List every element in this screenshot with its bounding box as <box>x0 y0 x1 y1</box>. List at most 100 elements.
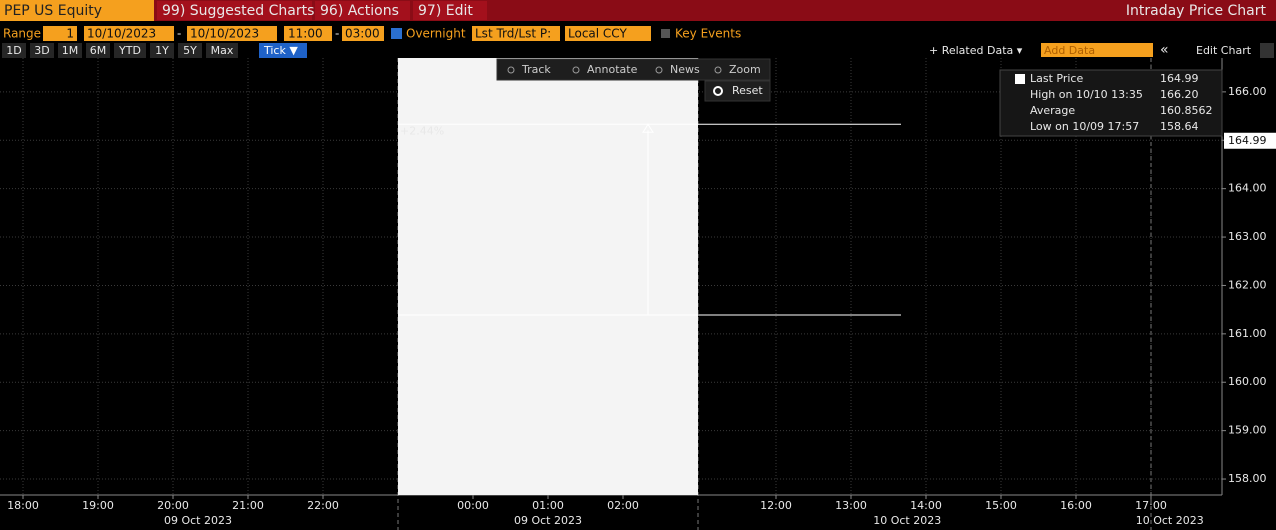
checkbox[interactable] <box>391 28 402 39</box>
ticker: PEP US Equity <box>4 3 102 19</box>
dropdown[interactable] <box>472 26 560 41</box>
input[interactable] <box>342 26 384 41</box>
x-tick-label: 13:00 <box>835 499 867 512</box>
period-button[interactable] <box>2 43 26 58</box>
period-button[interactable] <box>114 43 146 58</box>
input[interactable] <box>284 26 332 41</box>
separator: - <box>335 27 339 41</box>
tool-button[interactable]: Track <box>521 63 551 76</box>
y-tick-label: 166.00 <box>1228 85 1267 98</box>
legend-value: 158.64 <box>1160 120 1199 133</box>
legend-label: Low on 10/09 17:57 <box>1030 120 1139 133</box>
tick-button[interactable] <box>259 43 307 58</box>
legend-swatch <box>1015 74 1025 84</box>
reset-button[interactable] <box>704 80 771 102</box>
input[interactable] <box>43 26 77 41</box>
period-buttons: 1D 3D 1M 6M YTD 1Y 5Y Max <box>2 43 238 58</box>
input-text: 10/10/2023 <box>87 27 156 41</box>
last-price-tag <box>1224 132 1276 149</box>
period-button[interactable] <box>150 43 174 58</box>
x-tick-label: 19:00 <box>82 499 114 512</box>
input[interactable] <box>84 26 174 41</box>
y-tick-label: 164.00 <box>1228 182 1267 195</box>
x-tick-label: 22:00 <box>307 499 339 512</box>
add-data-input[interactable] <box>1041 43 1153 57</box>
dropdown-text: Local CCY <box>568 27 627 41</box>
period-label: Max <box>211 44 234 57</box>
related-data[interactable]: + Related Data ▾ <box>929 44 1023 57</box>
y-tick-label: 158.00 <box>1228 472 1267 485</box>
annotation-label: +2.44% <box>400 124 444 137</box>
y-tick-label: 161.00 <box>1228 327 1267 340</box>
scroll-button[interactable] <box>1260 43 1274 58</box>
menu-button[interactable] <box>315 1 410 20</box>
period-button[interactable] <box>178 43 202 58</box>
period-label: 1D <box>6 44 21 57</box>
date-label: 09 Oct 2023 <box>514 514 582 527</box>
tool-button[interactable]: Annotate <box>587 63 638 76</box>
x-tick-label: 17:00 <box>1135 499 1167 512</box>
menu-label: 99) Suggested Charts <box>162 3 314 19</box>
separator: - <box>177 27 181 41</box>
tool-icon <box>572 66 580 74</box>
menu-button[interactable] <box>157 1 312 20</box>
edit-chart[interactable]: Edit Chart <box>1196 44 1252 57</box>
y-tick-label: 162.00 <box>1228 278 1267 291</box>
tick-label: Tick ▼ <box>263 44 298 57</box>
date-label: 09 Oct 2023 <box>164 514 232 527</box>
x-tick-label: 02:00 <box>607 499 639 512</box>
legend-value: 164.99 <box>1160 72 1199 85</box>
x-tick-label: 15:00 <box>985 499 1017 512</box>
period-button[interactable] <box>86 43 110 58</box>
x-tick-label: 21:00 <box>232 499 264 512</box>
date-label: 10 Oct 2023 <box>1136 514 1204 527</box>
x-tick-label: 14:00 <box>910 499 942 512</box>
period-button[interactable] <box>58 43 82 58</box>
legend-label: Last Price <box>1030 72 1083 85</box>
ticker-box[interactable] <box>0 0 154 21</box>
y-tick-label: 159.00 <box>1228 424 1267 437</box>
period-label: 1Y <box>155 44 169 57</box>
period-label: 5Y <box>183 44 197 57</box>
tool-button[interactable]: Zoom <box>729 63 761 76</box>
y-tick-label: 160.00 <box>1228 375 1267 388</box>
period-button[interactable] <box>206 43 238 58</box>
menu-button[interactable] <box>413 1 487 20</box>
menu-label: 96) Actions <box>320 3 399 19</box>
tool-icon <box>714 66 722 74</box>
checkbox[interactable] <box>661 29 670 38</box>
period-label: YTD <box>118 44 141 57</box>
input-text: 1 <box>66 27 74 41</box>
legend-value: 160.8562 <box>1160 104 1213 117</box>
input-text: 10/10/2023 <box>190 27 259 41</box>
period-button[interactable] <box>30 43 54 58</box>
tool-icon <box>507 66 515 74</box>
dropdown[interactable] <box>565 26 651 41</box>
x-tick-label: 00:00 <box>457 499 489 512</box>
collapse-button[interactable]: « <box>1160 42 1169 58</box>
date-label: 10 Oct 2023 <box>873 514 941 527</box>
x-tick-label: 20:00 <box>157 499 189 512</box>
x-tick-label: 01:00 <box>532 499 564 512</box>
session-gap <box>698 58 705 495</box>
window-title: Intraday Price Chart <box>1126 3 1267 19</box>
tool-button[interactable]: News <box>670 63 700 76</box>
x-tick-label: 12:00 <box>760 499 792 512</box>
x-tick-label: 18:00 <box>7 499 39 512</box>
x-tick-label: 16:00 <box>1060 499 1092 512</box>
dropdown-text: Lst Trd/Lst P: <box>475 27 551 41</box>
add-data-text: Add Data <box>1044 44 1095 57</box>
reset-icon <box>713 86 723 96</box>
range-label: Range <box>3 27 41 41</box>
input-text: 11:00 <box>288 27 323 41</box>
last-price-label: 164.99 <box>1228 134 1267 147</box>
input-text: 03:00 <box>345 27 380 41</box>
input[interactable] <box>187 26 277 41</box>
legend-label: Average <box>1030 104 1075 117</box>
legend-box <box>999 69 1223 137</box>
period-label: 6M <box>90 44 107 57</box>
period-label: 3D <box>34 44 49 57</box>
y-tick-label: 163.00 <box>1228 230 1267 243</box>
reset-label: Reset <box>732 84 763 97</box>
